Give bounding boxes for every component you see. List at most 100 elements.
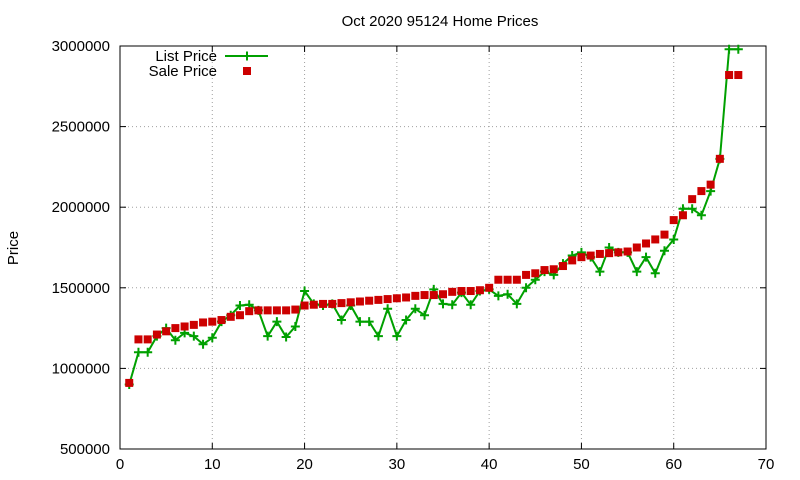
sale-price-point (208, 317, 217, 326)
sale-price-point (475, 286, 484, 295)
sale-price-point (374, 295, 383, 304)
list-price-point (392, 331, 402, 341)
list-price-point (632, 267, 642, 277)
sale-price-point (494, 275, 503, 284)
sale-price-point (706, 180, 715, 189)
legend-label-sale-price: Sale Price (149, 63, 217, 80)
list-price-point (364, 317, 374, 327)
y-axis-label: Price (5, 231, 22, 265)
sale-price-point (531, 269, 540, 278)
plot-frame (119, 45, 767, 450)
sale-price-point (180, 322, 189, 331)
series (124, 44, 743, 390)
list-price-point (687, 204, 697, 214)
sale-price-point (678, 211, 687, 220)
list-price-point (650, 268, 660, 278)
sale-price-point (595, 249, 604, 258)
sale-price-point (171, 324, 180, 333)
y-tick-label: 500000 (60, 441, 110, 458)
sale-price-point (189, 320, 198, 329)
sale-price-point (199, 318, 208, 327)
sale-price-point (254, 306, 263, 315)
sale-price-point (503, 275, 512, 284)
list-price-point (733, 44, 743, 54)
sale-price-point (632, 243, 641, 252)
sale-price-point (512, 275, 521, 284)
x-tick-label: 60 (665, 456, 682, 473)
sale-price-point (319, 299, 328, 308)
list-price-point (235, 301, 245, 311)
list-price-point (503, 289, 513, 299)
list-price-point (724, 44, 734, 54)
sale-price-point (549, 265, 558, 274)
sale-price-point (143, 335, 152, 344)
sale-price-point (623, 247, 632, 256)
list-price-point (420, 310, 430, 320)
sale-price-point (162, 327, 171, 336)
sale-price-point (226, 312, 235, 321)
sale-price-point (669, 216, 678, 225)
sale-price-point (420, 291, 429, 300)
list-price-point (401, 315, 411, 325)
sale-price-point (660, 230, 669, 239)
list-price-point (263, 331, 273, 341)
list-price-point (143, 347, 153, 357)
sale-price-point (134, 335, 143, 344)
list-price-point (669, 234, 679, 244)
sale-price-point (715, 154, 724, 163)
sale-price-point (586, 251, 595, 260)
x-tick-label: 10 (204, 456, 221, 473)
sale-price-point (688, 195, 697, 204)
sale-price-point (605, 249, 614, 258)
sale-price-point (429, 291, 438, 300)
list-price-point (281, 332, 291, 342)
sale-price-point (152, 330, 161, 339)
list-price-point (290, 321, 300, 331)
x-tick-label: 0 (116, 456, 124, 473)
list-price-point (512, 299, 522, 309)
y-tick-label: 2500000 (52, 119, 110, 136)
x-tick-label: 70 (758, 456, 775, 473)
sale-price-point (577, 253, 586, 262)
sale-price-point (734, 71, 743, 80)
sale-price-point (245, 307, 254, 316)
list-price-point (198, 339, 208, 349)
sale-price-point (466, 287, 475, 296)
list-price-point (272, 317, 282, 327)
sale-price-point (392, 294, 401, 303)
y-tick-label: 1000000 (52, 360, 110, 377)
legend-marker-sale-price (243, 67, 251, 75)
sale-price-point (235, 311, 244, 320)
list-price-point (207, 333, 217, 343)
list-price-point (410, 304, 420, 314)
list-price-point (641, 252, 651, 262)
sale-price-point (439, 290, 447, 299)
sale-price-point (346, 298, 355, 307)
sale-price-point (522, 270, 531, 279)
sale-price-point (614, 248, 623, 257)
list-price-point (447, 300, 457, 310)
list-price-point (336, 315, 346, 325)
list-price-point (696, 210, 706, 220)
legend-label-list-price: List Price (155, 48, 217, 65)
list-price-point (493, 291, 503, 301)
sale-price-point (309, 300, 318, 309)
axis-ticks: 0 10 20 30 40 50 60 70 500000 1000000 1500000 20000… (52, 38, 775, 473)
sale-price-point (540, 266, 549, 275)
list-price-point (300, 286, 310, 296)
sale-price-point (651, 235, 660, 244)
y-tick-label: 2000000 (52, 199, 110, 216)
sale-price-point (272, 306, 281, 315)
sale-price-point (300, 301, 309, 310)
sale-price-point (291, 305, 300, 314)
sale-price-point (328, 299, 337, 308)
x-tick-label: 30 (389, 456, 406, 473)
sale-price-point (263, 306, 272, 315)
list-price-point (521, 283, 531, 293)
list-price-point (170, 335, 180, 345)
legend-marker-list-price (242, 51, 252, 61)
sale-price-point (725, 71, 734, 80)
sale-price-point (642, 239, 651, 248)
sale-price-point (697, 187, 706, 196)
